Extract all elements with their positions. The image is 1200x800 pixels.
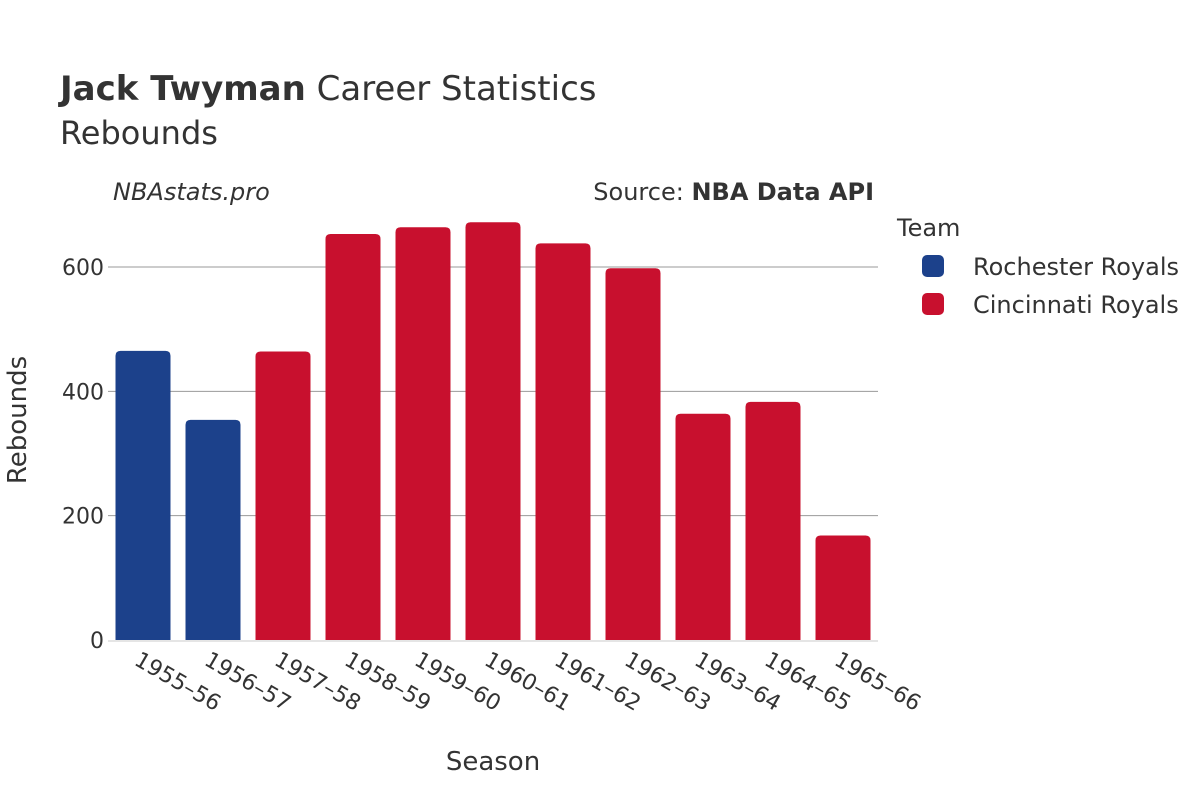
chart-title-rest: Career Statistics: [306, 69, 597, 109]
x-axis-ticks: 1955–561956–571957–581958–591959–601960–…: [130, 648, 925, 717]
y-tick-label-600: 600: [62, 256, 104, 281]
bar-1963–64: [675, 413, 731, 640]
bar-1962–63: [605, 268, 661, 640]
bar-1964–65: [745, 401, 801, 640]
legend-label-rochester-royals: Rochester Royals: [973, 253, 1179, 281]
legend-title: Team: [896, 214, 960, 242]
bar-1960–61: [465, 222, 521, 641]
watermark: NBAstats.pro: [113, 178, 270, 206]
bar-1965–66: [815, 535, 871, 640]
y-tick-label-400: 400: [62, 380, 104, 405]
bar-1961–62: [535, 243, 591, 641]
bar-1957–58: [255, 351, 311, 640]
x-axis-title: Season: [446, 747, 540, 777]
y-tick-label-200: 200: [62, 505, 104, 530]
bar-1956–57: [185, 419, 241, 640]
y-axis-title: Rebounds: [3, 356, 33, 484]
source-credit: Source: NBA Data API: [593, 178, 874, 206]
y-tick-label-0: 0: [90, 629, 104, 654]
y-axis-ticks: 0 200 400 600: [62, 256, 104, 654]
chart-title-bold: Jack Twyman: [58, 69, 306, 109]
source-name: NBA Data API: [691, 178, 874, 206]
chart-subtitle: Rebounds: [60, 114, 218, 152]
source-prefix: Source:: [593, 178, 691, 206]
bar-1955–56: [115, 350, 171, 640]
bars: [115, 222, 871, 641]
chart-title: Jack Twyman Career Statistics: [58, 69, 596, 109]
legend: Team Rochester Royals Cincinnati Royals: [896, 214, 1179, 319]
bar-1959–60: [395, 227, 451, 641]
legend-swatch-cincinnati-royals: [922, 293, 944, 315]
bar-1958–59: [325, 234, 381, 640]
legend-swatch-rochester-royals: [922, 255, 944, 277]
legend-label-cincinnati-royals: Cincinnati Royals: [973, 291, 1179, 319]
